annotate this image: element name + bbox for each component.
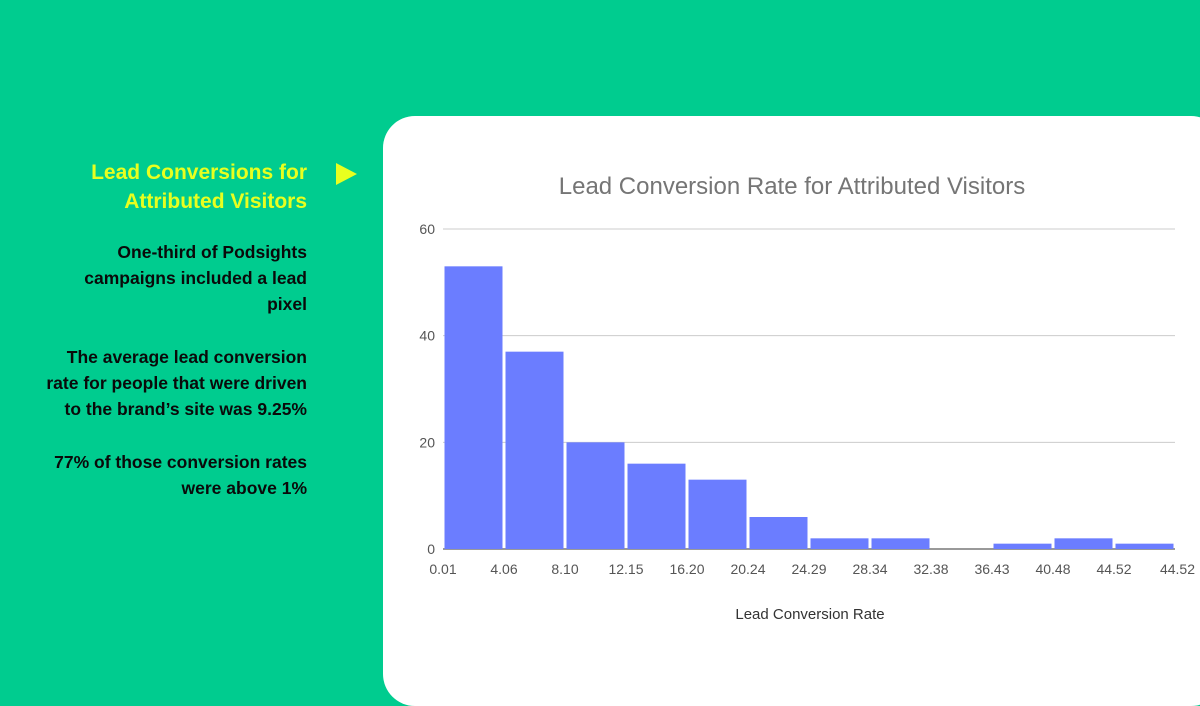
- bar: [1054, 538, 1113, 549]
- x-tick-label: 4.06: [490, 561, 517, 577]
- bars: [444, 266, 1174, 549]
- y-axis-ticks: 0 20 40 60: [419, 221, 435, 557]
- x-tick-label: 24.29: [791, 561, 826, 577]
- chart-title: Lead Conversion Rate for Attributed Visi…: [559, 173, 1025, 200]
- x-tick-label: 16.20: [669, 561, 704, 577]
- bar: [749, 517, 808, 549]
- x-tick-label: 44.52: [1096, 561, 1131, 577]
- y-tick-label: 40: [419, 328, 435, 344]
- summary-point-3: 77% of those conversion rates were above…: [54, 452, 307, 498]
- x-tick-label: 12.15: [608, 561, 643, 577]
- x-tick-label: 44.52: [1160, 561, 1195, 577]
- x-axis-ticks: 0.01 4.06 8.10 12.15 16.20 20.24 24.29 28.34 32.…: [429, 561, 1195, 577]
- bar: [1115, 543, 1174, 549]
- x-tick-label: 0.01: [429, 561, 456, 577]
- x-axis-label: Lead Conversion Rate: [735, 606, 884, 623]
- gridlines: [443, 228, 1175, 550]
- summary-point-1: One-third of Podsights campaigns include…: [84, 242, 307, 314]
- bar: [993, 543, 1052, 549]
- x-tick-label: 32.38: [913, 561, 948, 577]
- bar: [566, 442, 625, 549]
- pointer-arrow-icon: [336, 163, 357, 185]
- bar: [505, 351, 564, 549]
- bar: [810, 538, 869, 549]
- x-tick-label: 8.10: [551, 561, 578, 577]
- x-tick-label: 28.34: [852, 561, 887, 577]
- bar: [688, 479, 747, 549]
- bar: [627, 463, 686, 549]
- summary-panel: Lead Conversions for Attributed Visitors…: [40, 158, 307, 501]
- y-tick-label: 20: [419, 434, 435, 450]
- bar: [444, 266, 503, 549]
- y-tick-label: 60: [419, 221, 435, 237]
- x-tick-label: 36.43: [974, 561, 1009, 577]
- bar: [871, 538, 930, 549]
- y-tick-label: 0: [427, 541, 435, 557]
- summary-point-2: The average lead conversion rate for peo…: [46, 347, 307, 419]
- summary-title: Lead Conversions for Attributed Visitors: [91, 161, 307, 213]
- x-tick-label: 20.24: [730, 561, 765, 577]
- histogram-chart: Lead Conversion Rate for Attributed Visi…: [419, 173, 1195, 623]
- x-tick-label: 40.48: [1035, 561, 1070, 577]
